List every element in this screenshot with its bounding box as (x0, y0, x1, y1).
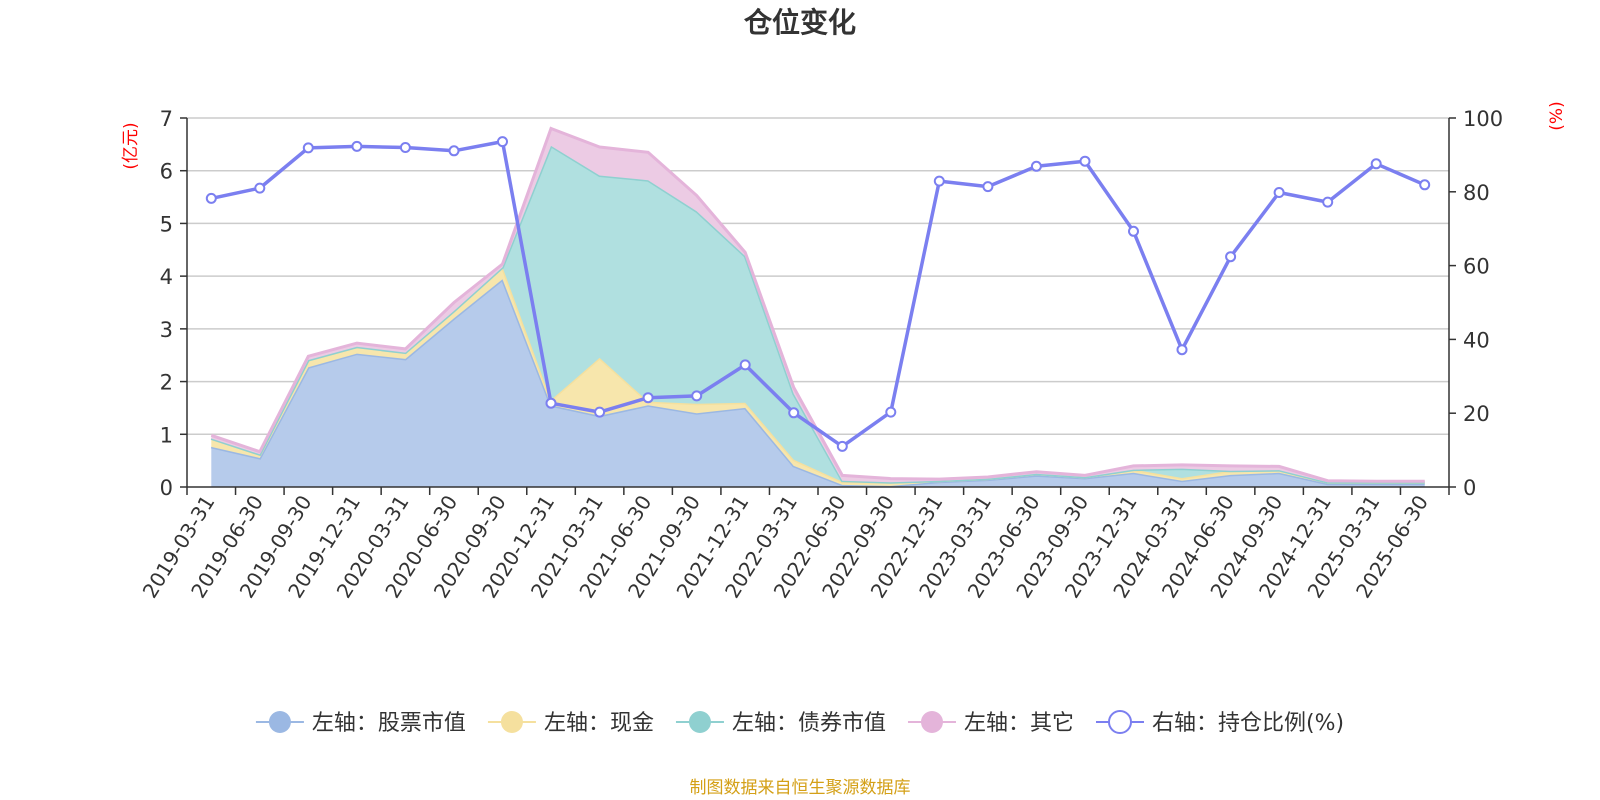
legend-item[interactable]: 左轴：股票市值 (255, 711, 466, 736)
left-tick-label: 6 (160, 160, 173, 184)
area-左轴：其它 (211, 128, 1425, 483)
ratio-point[interactable] (1079, 155, 1091, 167)
ratio-point[interactable] (885, 406, 897, 418)
left-tick-label: 2 (160, 371, 173, 395)
legend-label: 右轴：持仓比例(%) (1152, 711, 1344, 736)
legend-label: 左轴：债券市值 (732, 711, 886, 736)
legend-marker (920, 711, 943, 733)
right-tick-label: 40 (1463, 328, 1490, 352)
ratio-point[interactable] (739, 359, 751, 371)
ratio-point[interactable] (448, 145, 460, 157)
ratio-point[interactable] (545, 397, 557, 409)
ratio-point[interactable] (982, 181, 994, 193)
ratio-point[interactable] (1419, 179, 1431, 191)
legend-item[interactable]: 左轴：债券市值 (675, 711, 886, 736)
legend[interactable]: 左轴：股票市值 左轴：现金 左轴：债券市值 左轴：其它 右轴：持仓比例(%) (255, 710, 1344, 736)
legend-label: 左轴：其它 (964, 711, 1074, 736)
ratio-point[interactable] (1176, 344, 1188, 356)
ratio-point[interactable] (302, 142, 314, 154)
area-series (210, 126, 1425, 488)
ratio-line (210, 139, 1426, 449)
legend-item[interactable]: 左轴：现金 (487, 711, 654, 736)
ratio-point[interactable] (691, 390, 703, 402)
ratio-point[interactable] (788, 407, 800, 419)
legend-label: 左轴：股票市值 (312, 711, 466, 736)
ratio-point[interactable] (1030, 160, 1042, 172)
ratio-line-series (205, 136, 1431, 452)
ratio-point[interactable] (594, 406, 606, 418)
ratio-point[interactable] (1322, 196, 1334, 208)
ratio-point[interactable] (399, 142, 411, 153)
left-axis-unit: (亿元) (121, 122, 141, 169)
ratio-point[interactable] (1225, 251, 1237, 263)
legend-item[interactable]: 右轴：持仓比例(%) (1095, 710, 1344, 736)
right-tick-label: 60 (1463, 255, 1490, 279)
ratio-point[interactable] (351, 140, 363, 152)
area-左轴：股票市值 (211, 279, 1425, 487)
ratio-point[interactable] (1273, 187, 1285, 198)
legend-marker (688, 711, 711, 733)
left-tick-label: 0 (160, 476, 173, 500)
left-tick-label: 5 (160, 212, 173, 236)
left-tick-label: 7 (160, 107, 173, 131)
ratio-point[interactable] (933, 175, 945, 187)
right-axis-unit: (%) (1547, 101, 1567, 130)
ratio-point[interactable] (254, 182, 266, 194)
left-tick-label: 4 (160, 265, 173, 289)
chart-title: 仓位变化 (744, 6, 856, 39)
legend-marker (500, 711, 523, 733)
ratio-point[interactable] (642, 392, 654, 404)
legend-label: 左轴：现金 (544, 711, 654, 736)
ratio-point[interactable] (836, 440, 848, 452)
ratio-point[interactable] (497, 136, 508, 148)
right-tick-label: 0 (1463, 476, 1476, 500)
right-tick-label: 80 (1463, 181, 1490, 205)
right-tick-label: 20 (1463, 402, 1490, 426)
left-tick-label: 3 (160, 318, 173, 342)
data-source-note: 制图数据来自恒生聚源数据库 (690, 778, 911, 798)
legend-marker (268, 711, 291, 733)
left-tick-label: 1 (160, 423, 173, 447)
ratio-point[interactable] (1128, 225, 1139, 237)
legend-marker (1107, 710, 1132, 734)
ratio-point[interactable] (1370, 158, 1382, 170)
legend-item[interactable]: 左轴：其它 (907, 711, 1074, 736)
ratio-point[interactable] (205, 192, 217, 204)
right-tick-label: 100 (1463, 107, 1503, 131)
